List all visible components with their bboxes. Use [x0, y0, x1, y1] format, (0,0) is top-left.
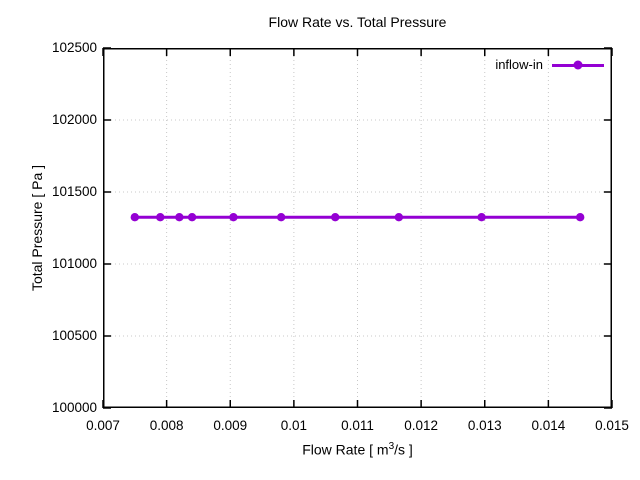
chart-title: Flow Rate vs. Total Pressure — [268, 14, 447, 30]
data-point-marker — [394, 213, 404, 222]
plot-svg — [102, 47, 613, 409]
data-point-marker — [276, 213, 286, 222]
y-tick-label: 102000 — [51, 112, 97, 127]
x-tick-label: 0.012 — [404, 418, 439, 433]
data-point-marker — [229, 213, 238, 222]
x-tick-label: 0.011 — [341, 418, 374, 433]
y-tick-label: 101500 — [51, 184, 97, 199]
y-tick-label: 100000 — [51, 400, 97, 415]
y-tick-label: 100500 — [51, 328, 97, 343]
data-point-marker — [477, 213, 486, 222]
x-tick-label: 0.007 — [86, 418, 120, 433]
data-point-marker — [187, 213, 197, 222]
legend-line-sample — [552, 60, 604, 70]
legend: inflow-in — [495, 57, 604, 73]
x-axis-label-superscript: 3 — [388, 441, 395, 452]
x-axis-label: Flow Rate [ m3/s ] — [103, 441, 612, 458]
x-tick-label: 0.008 — [149, 418, 184, 433]
x-axis-label-prefix: Flow Rate [ m — [302, 441, 389, 458]
y-tick-label: 102500 — [51, 40, 97, 55]
x-tick-label: 0.013 — [467, 418, 502, 433]
plot-area: inflow-in — [102, 47, 613, 409]
x-tick-label: 0.009 — [213, 418, 248, 433]
x-tick-label: 0.014 — [531, 418, 566, 433]
y-tick-label: 101000 — [51, 256, 97, 271]
data-point-marker — [156, 213, 165, 222]
x-tick-label: 0.01 — [280, 418, 308, 433]
data-point-marker — [130, 213, 140, 222]
legend-label: inflow-in — [495, 57, 543, 72]
data-point-marker — [575, 213, 585, 222]
legend-marker-icon — [573, 60, 583, 70]
x-tick-label: 0.015 — [595, 418, 629, 433]
data-point-marker — [175, 213, 184, 222]
x-axis-label-suffix: /s ] — [394, 441, 413, 458]
data-point-marker — [331, 213, 340, 222]
